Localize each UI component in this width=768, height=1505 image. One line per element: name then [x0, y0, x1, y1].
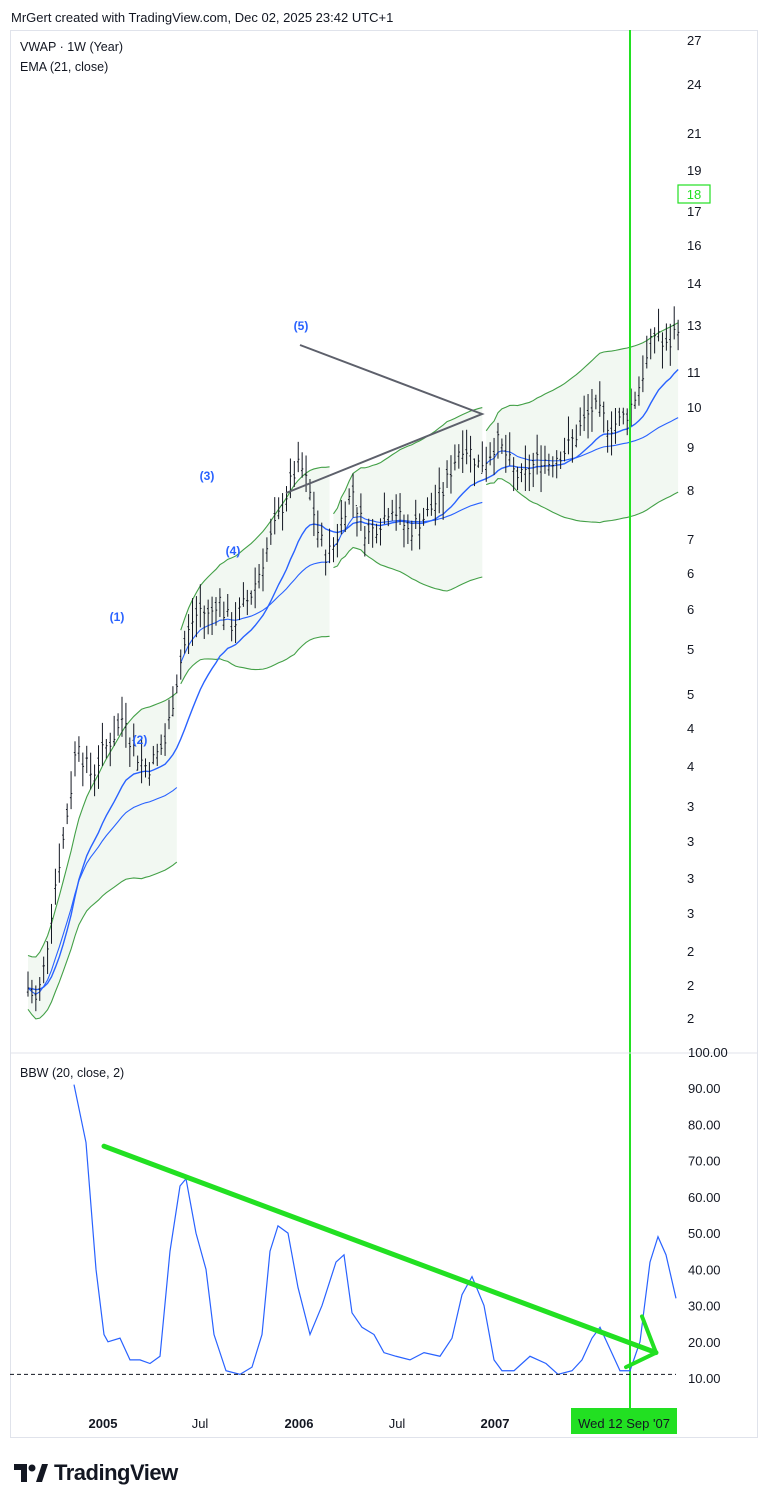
price-axis-label: 2	[687, 978, 694, 993]
price-axis-label: 16	[687, 238, 701, 253]
chart-frame[interactable]	[10, 30, 758, 1438]
bbw-axis-label: 40.00	[688, 1262, 721, 1277]
price-axis-label: 10	[687, 400, 701, 415]
bbw-arrow-head	[624, 1314, 658, 1370]
price-axis-label: 7	[687, 532, 694, 547]
wave-label: (1)	[110, 610, 125, 624]
price-axis-label: 24	[687, 77, 701, 92]
price-axis-label: 5	[687, 687, 694, 702]
price-tag-value: 18	[687, 187, 701, 202]
price-axis-label: 8	[687, 483, 694, 498]
price-axis-label: 3	[687, 906, 694, 921]
bbw-axis-label: 20.00	[688, 1335, 721, 1350]
triangle-pattern	[285, 344, 485, 494]
chart-caption: MrGert created with TradingView.com, Dec…	[11, 10, 394, 25]
vwap-upper-band	[180, 466, 330, 631]
bbw-axis-label: 90.00	[688, 1081, 721, 1096]
price-axis-label: 3	[687, 799, 694, 814]
vwap-band-fill	[486, 322, 679, 523]
wave-label: (3)	[200, 469, 215, 483]
tradingview-logo-icon	[14, 1464, 48, 1482]
vwap-line	[27, 787, 178, 995]
price-axis-label: 6	[687, 566, 694, 581]
time-axis-label: 2006	[285, 1416, 314, 1431]
tradingview-logo-text: TradingView	[54, 1460, 178, 1485]
price-axis-label: 19	[687, 163, 701, 178]
bbw-axis-label: 100.00	[688, 1045, 728, 1060]
wave-label: (5)	[294, 319, 309, 333]
price-tag	[677, 184, 711, 204]
time-axis-label: 2005	[89, 1416, 118, 1431]
legend-vwap[interactable]: VWAP · 1W (Year)	[20, 40, 124, 54]
bbw-axis-label: 70.00	[688, 1154, 721, 1169]
price-axis-label: 11	[687, 365, 701, 380]
price-axis-label: 6	[687, 602, 694, 617]
price-axis-label: 2	[687, 1011, 694, 1026]
vwap-lower-band	[180, 635, 330, 685]
bbw-axis-label: 10.00	[688, 1371, 721, 1386]
price-axis-label: 2	[687, 944, 694, 959]
time-axis-label: 2007	[481, 1416, 510, 1431]
vwap-line	[485, 417, 679, 464]
bbw-axis-label: 80.00	[688, 1117, 721, 1132]
bbw-trendline	[101, 1143, 659, 1356]
time-highlight-label: Wed 12 Sep '07	[578, 1416, 670, 1431]
vwap-lower-band	[27, 861, 178, 1020]
vwap-upper-band	[485, 322, 679, 432]
bbw-axis-label: 50.00	[688, 1226, 721, 1241]
vwap-band-fill	[333, 407, 483, 591]
vwap-lower-band	[486, 478, 679, 524]
price-axis-label: 14	[687, 276, 701, 291]
price-axis-label: 9	[687, 440, 694, 455]
price-axis-label: 13	[687, 318, 701, 333]
legend-bbw[interactable]: BBW (20, close, 2)	[20, 1066, 125, 1080]
wave-label: (4)	[226, 544, 241, 558]
time-axis-label: Jul	[192, 1416, 209, 1431]
vwap-upper-band	[27, 692, 178, 958]
time-highlight-box	[571, 1408, 677, 1434]
price-axis-label: 4	[687, 759, 694, 774]
vwap-line	[180, 561, 330, 663]
bbw-axis-label: 60.00	[688, 1190, 721, 1205]
legend-ema[interactable]: EMA (21, close)	[20, 60, 109, 74]
vwap-lower-band	[333, 546, 483, 592]
ema-line	[27, 369, 679, 991]
vwap-upper-band	[333, 407, 483, 515]
price-axis-label: 21	[687, 126, 701, 141]
price-axis-label: 5	[687, 642, 694, 657]
bbw-axis-label: 30.00	[688, 1299, 721, 1314]
price-axis-label: 4	[687, 721, 694, 736]
bbw-line	[73, 1084, 677, 1376]
price-axis-label: 27	[687, 33, 701, 48]
time-axis-label: Jul	[389, 1416, 406, 1431]
price-axis-label: 17	[687, 204, 701, 219]
tradingview-logo: TradingView	[14, 1460, 178, 1486]
wave-label: (2)	[133, 733, 148, 747]
price-axis-label: 3	[687, 834, 694, 849]
price-axis-label: 3	[687, 871, 694, 886]
